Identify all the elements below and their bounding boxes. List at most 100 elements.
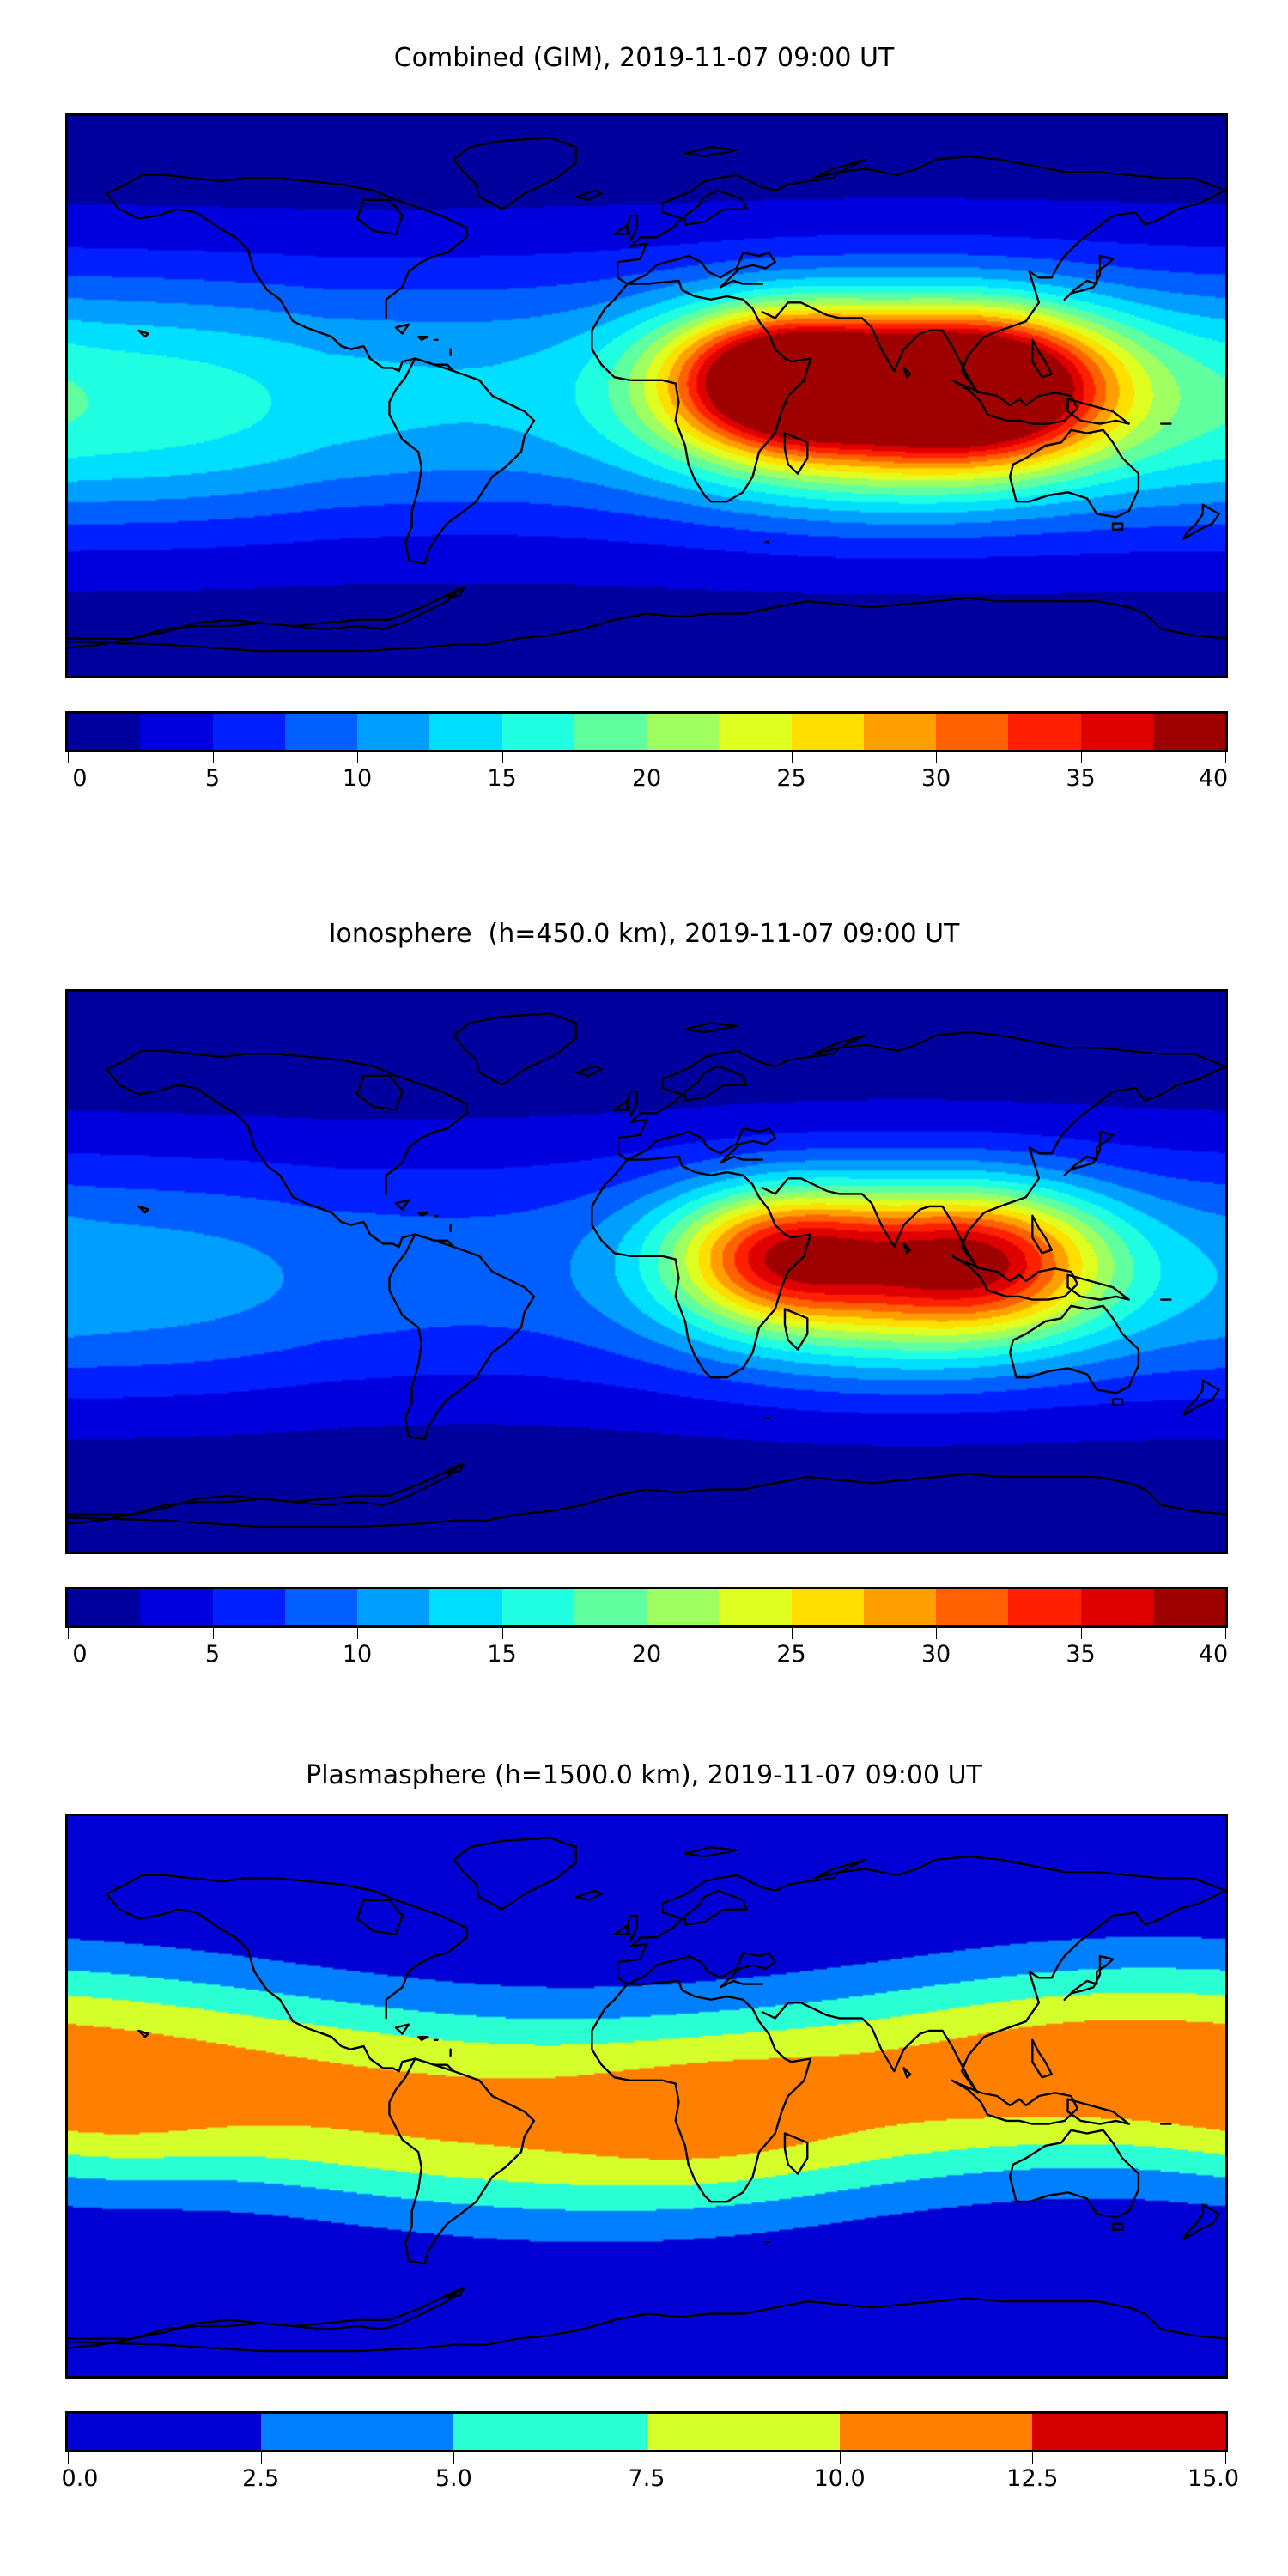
coastline-path (683, 189, 748, 226)
colorbar-tick-label: 30 (920, 1641, 951, 1668)
coastline-path (617, 1030, 1225, 1139)
colorbar-tick (1225, 2452, 1226, 2464)
colorbar-tick-label: 15.0 (1187, 2465, 1240, 2492)
coastline-path (617, 155, 1225, 264)
coastline-path (951, 1255, 1078, 1301)
coastline-path (617, 1855, 1225, 1964)
coastlines (68, 1837, 1225, 2353)
coastline-path (812, 1034, 866, 1055)
coastline-path (1008, 2129, 1140, 2219)
coastline-path (355, 198, 404, 235)
colorbar-swatch (647, 1589, 720, 1625)
colorbar-tick (212, 752, 214, 763)
colorbar-swatch (140, 714, 213, 750)
coastline-path (617, 1127, 776, 1164)
coastline-path (105, 173, 468, 319)
coastline-path (388, 1233, 536, 1441)
colorbar-swatch (501, 1589, 574, 1625)
coastline-path (394, 2023, 410, 2035)
coastline-path (68, 597, 1225, 653)
tec-contour-field (68, 116, 1225, 676)
coastline-path (1066, 398, 1130, 425)
colorbar-swatch (936, 1589, 1009, 1625)
panel-plasmasphere-1500km: Plasmasphere (h=1500.0 km), 2019-11-07 0… (0, 1735, 1288, 2576)
colorbar-tick (1225, 1628, 1226, 1639)
colorbar-tick (1032, 2452, 1034, 2464)
colorbar-swatch (1080, 714, 1153, 750)
colorbar-swatch (212, 1589, 285, 1625)
coastline-path (394, 1199, 410, 1211)
colorbar-swatch (839, 2414, 1033, 2450)
colorbar-swatch (68, 1589, 141, 1625)
coastline-path (1182, 2203, 1220, 2240)
coastline-path (446, 1463, 465, 1475)
colorbar (65, 2411, 1228, 2452)
coastline-path (388, 357, 536, 565)
colorbar-swatch (501, 714, 574, 750)
colorbar-tick-label: 12.5 (1006, 2465, 1059, 2492)
colorbar-tick-label: 10 (342, 1641, 373, 1668)
colorbar-swatch (284, 714, 357, 750)
coastline-path (574, 189, 603, 201)
coastline-path (783, 432, 809, 475)
colorbar-tick-label: 0 (72, 1641, 88, 1668)
coastline-path (902, 367, 912, 379)
coastlines (68, 1012, 1225, 1528)
coastline-path (1111, 2222, 1124, 2231)
colorbar-swatch (574, 714, 647, 750)
panel-combined-gim: Combined (GIM), 2019-11-07 09:00 UT 0 5 10… (0, 0, 1288, 859)
coastline-path (105, 192, 400, 373)
colorbar-tick-label: 20 (631, 765, 662, 792)
coastline-path (683, 1889, 748, 1926)
coastline-path (1031, 2038, 1053, 2079)
coastline-path (453, 1012, 577, 1086)
colorbar-tick-label: 30 (920, 765, 951, 792)
colorbar-tick (357, 1628, 358, 1639)
colorbar-tick-label: 2.5 (242, 2465, 280, 2492)
coastline-path (1182, 503, 1220, 540)
colorbar-swatch (212, 714, 285, 750)
colorbar-tick-label: 5.0 (434, 2465, 472, 2492)
coastline-path (453, 1837, 577, 1911)
coastline-path (683, 146, 738, 158)
colorbar-tick-label: 0.0 (61, 2465, 99, 2492)
colorbar-swatch (68, 714, 141, 750)
colorbar-group: 0 5 10 15 20 25 30 35 40 (65, 1587, 1228, 1678)
coastline-path (1063, 1130, 1115, 1176)
coastline-path (105, 1893, 400, 2073)
coastline-path (416, 335, 429, 341)
colorbar-swatch (140, 1589, 213, 1625)
coastline-path (812, 1858, 866, 1880)
colorbar-tick-label: 35 (1066, 765, 1096, 792)
coastline-path (446, 2287, 465, 2300)
colorbar-tick-label: 10 (342, 765, 373, 792)
coastline-path (388, 2057, 536, 2265)
panel-ionosphere-450km: Ionosphere (h=450.0 km), 2019-11-07 09:0… (0, 876, 1288, 1735)
colorbar-tick (357, 752, 358, 763)
coastline-path (105, 1874, 468, 2020)
panel-title: Combined (GIM), 2019-11-07 09:00 UT (393, 43, 895, 73)
coastline-path (137, 2029, 149, 2038)
colorbar-tick (68, 2452, 69, 2464)
coastline-path (355, 1074, 404, 1111)
coastline-path (1066, 1273, 1130, 1301)
colorbar-swatch (863, 714, 936, 750)
coastline-path (1111, 1398, 1124, 1406)
colorbar-swatch (1152, 1589, 1225, 1625)
coastline-path (1111, 522, 1124, 531)
coastline-path (105, 1068, 400, 1249)
coastline-path (453, 137, 577, 210)
colorbar-tick (453, 2452, 455, 2464)
coastline-path (1031, 1214, 1053, 1255)
colorbar-swatch (1032, 2414, 1225, 2450)
colorbar-swatch (284, 1589, 357, 1625)
coastline-path (1008, 1304, 1140, 1394)
colorbar-tick-label: 40 (1198, 1641, 1229, 1668)
coastline-path (613, 1923, 629, 1935)
coastline-path (394, 323, 410, 335)
coastline-path (683, 1846, 738, 1858)
colorbar-swatch (429, 714, 502, 750)
colorbar-swatch (68, 2414, 261, 2450)
colorbar-swatch (791, 714, 864, 750)
